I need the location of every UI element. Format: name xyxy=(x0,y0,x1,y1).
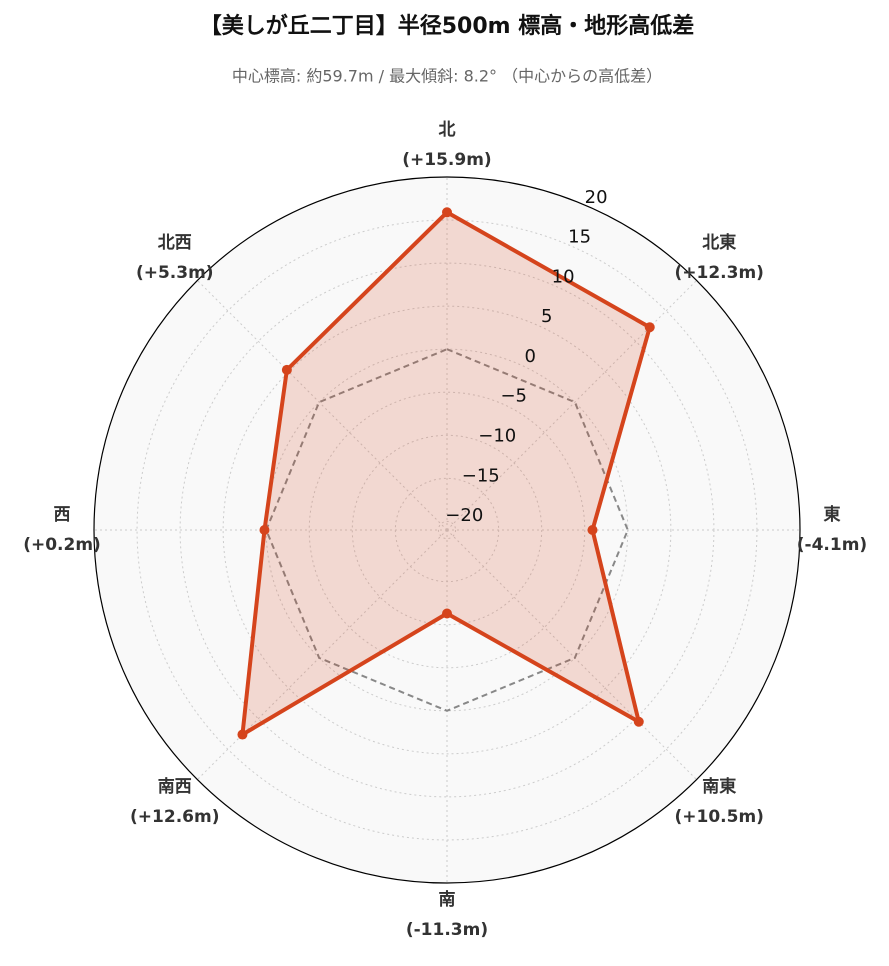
y-tick-label: −10 xyxy=(478,426,516,447)
y-tick-label: −15 xyxy=(462,465,500,486)
value-label: (+0.2m) xyxy=(23,535,101,555)
grid-circle xyxy=(136,219,758,841)
y-tick-label: 20 xyxy=(585,187,608,208)
chart-subtitle: 中心標高: 約59.7m / 最大傾斜: 8.2° （中心からの高低差） xyxy=(232,67,662,86)
y-tick-label: 5 xyxy=(541,306,552,327)
outer-ring xyxy=(93,176,801,884)
value-label: (+12.6m) xyxy=(130,807,219,827)
value-label: (+10.5m) xyxy=(675,807,764,827)
y-tick-label: 0 xyxy=(524,346,535,367)
category-label: 北 xyxy=(439,120,456,140)
category-label: 南 xyxy=(439,889,456,910)
category-label: 南東 xyxy=(702,776,736,797)
grid-circle xyxy=(437,520,457,540)
spoke xyxy=(197,529,448,780)
point xyxy=(237,729,248,740)
point xyxy=(644,322,655,333)
value-label: (-4.1m) xyxy=(797,535,867,555)
y-tick-label: 15 xyxy=(568,227,591,248)
category-label: 北東 xyxy=(702,232,736,253)
value-label: (+15.9m) xyxy=(402,150,491,170)
category-label: 西 xyxy=(54,505,71,525)
value-label: (+12.3m) xyxy=(675,263,764,283)
chart-title: 【美しが丘二丁目】半径500m 標高・地形高低差 xyxy=(200,13,695,39)
point xyxy=(442,608,452,619)
baseline xyxy=(265,348,629,712)
spoke xyxy=(446,529,697,780)
spoke xyxy=(197,280,448,531)
grid-circle xyxy=(222,305,672,755)
grid-circle xyxy=(308,391,586,669)
y-tick-label: 10 xyxy=(552,266,575,287)
category-label: 南西 xyxy=(158,776,192,797)
spoke xyxy=(446,280,697,531)
y-tick-label: −5 xyxy=(500,386,527,407)
value-label: (+5.3m) xyxy=(136,263,214,283)
point xyxy=(281,364,292,375)
y-tick-label: −20 xyxy=(445,505,483,526)
grid-circle xyxy=(351,434,543,626)
value-label: (-11.3m) xyxy=(406,920,488,940)
point xyxy=(442,207,452,218)
category-label: 北西 xyxy=(158,233,192,253)
point xyxy=(259,525,270,535)
point xyxy=(587,525,598,535)
point xyxy=(633,716,644,727)
category-label: 東 xyxy=(824,504,841,525)
